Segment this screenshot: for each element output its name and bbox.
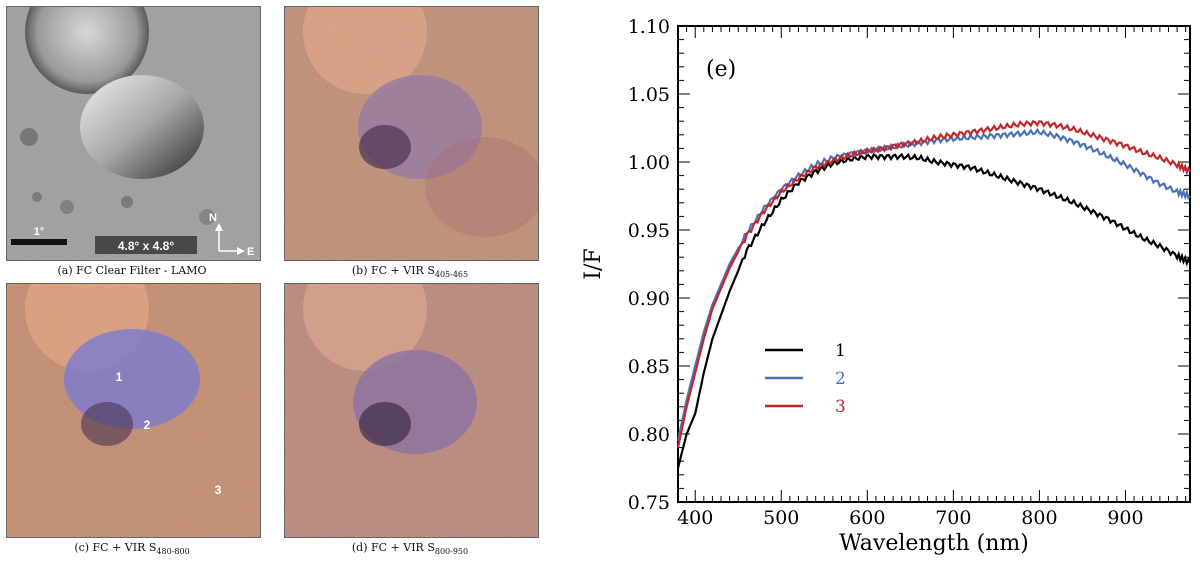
x-tick-label: 600 bbox=[849, 507, 885, 529]
plot-frame bbox=[677, 25, 1191, 503]
x-tick-label: 500 bbox=[763, 507, 799, 529]
surface-image-a: 1° 4.8° x 4.8° N E bbox=[7, 7, 260, 260]
surface-image-c: 1 2 3 bbox=[7, 284, 260, 537]
x-tick-label: 800 bbox=[1021, 507, 1057, 529]
y-tick-label: 0.90 bbox=[628, 288, 670, 310]
x-axis-label: Wavelength (nm) bbox=[839, 531, 1029, 556]
legend-label-3: 3 bbox=[835, 397, 846, 417]
caption-b: (b) FC + VIR S405-465 bbox=[351, 264, 469, 280]
y-axis-label: I/F bbox=[581, 248, 606, 279]
y-tick-label: 0.75 bbox=[628, 492, 670, 514]
extent-label: 4.8° x 4.8° bbox=[118, 239, 175, 253]
image-panel-a: 1° 4.8° x 4.8° N E bbox=[6, 6, 261, 261]
marker-3: 3 bbox=[215, 483, 222, 497]
image-panel-c: 1 2 3 bbox=[6, 283, 261, 538]
caption-c: (c) FC + VIR S480-800 bbox=[74, 541, 190, 557]
spectra-chart: 400 500 600 700 800 900 0.75 0.80 0.85 0.90 0.95 1.… bbox=[581, 16, 1191, 556]
legend-label-1: 1 bbox=[835, 341, 846, 361]
y-tick-label: 0.95 bbox=[628, 220, 670, 242]
x-tick-label: 700 bbox=[935, 507, 971, 529]
image-panel-b bbox=[284, 6, 539, 261]
north-label: N bbox=[209, 212, 217, 224]
caption-a: (a) FC Clear Filter - LAMO bbox=[57, 264, 207, 277]
scale-bar bbox=[11, 239, 67, 245]
y-tick-label: 0.80 bbox=[628, 424, 670, 446]
east-label: E bbox=[247, 246, 254, 258]
y-tick-label: 1.00 bbox=[628, 152, 670, 174]
series-line-2 bbox=[676, 127, 1191, 442]
caption-d: (d) FC + VIR S800-950 bbox=[351, 541, 469, 557]
marker-2: 2 bbox=[144, 418, 151, 432]
y-tick-label: 0.85 bbox=[628, 356, 670, 378]
surface-image-d bbox=[285, 284, 538, 537]
image-panel-d bbox=[284, 283, 539, 538]
y-tick-label: 1.10 bbox=[628, 16, 670, 38]
surface-image-b bbox=[285, 7, 538, 260]
x-tick-label: 900 bbox=[1107, 507, 1143, 529]
dome bbox=[80, 75, 204, 179]
marker-1: 1 bbox=[116, 370, 123, 384]
y-tick-label: 1.05 bbox=[628, 84, 670, 106]
series-line-3 bbox=[676, 119, 1191, 448]
series-line-1 bbox=[676, 152, 1191, 469]
panel-label: (e) bbox=[706, 57, 736, 82]
scale-label: 1° bbox=[34, 226, 45, 238]
large-crater bbox=[25, 7, 149, 94]
x-tick-label: 400 bbox=[677, 507, 713, 529]
legend-label-2: 2 bbox=[835, 369, 846, 389]
